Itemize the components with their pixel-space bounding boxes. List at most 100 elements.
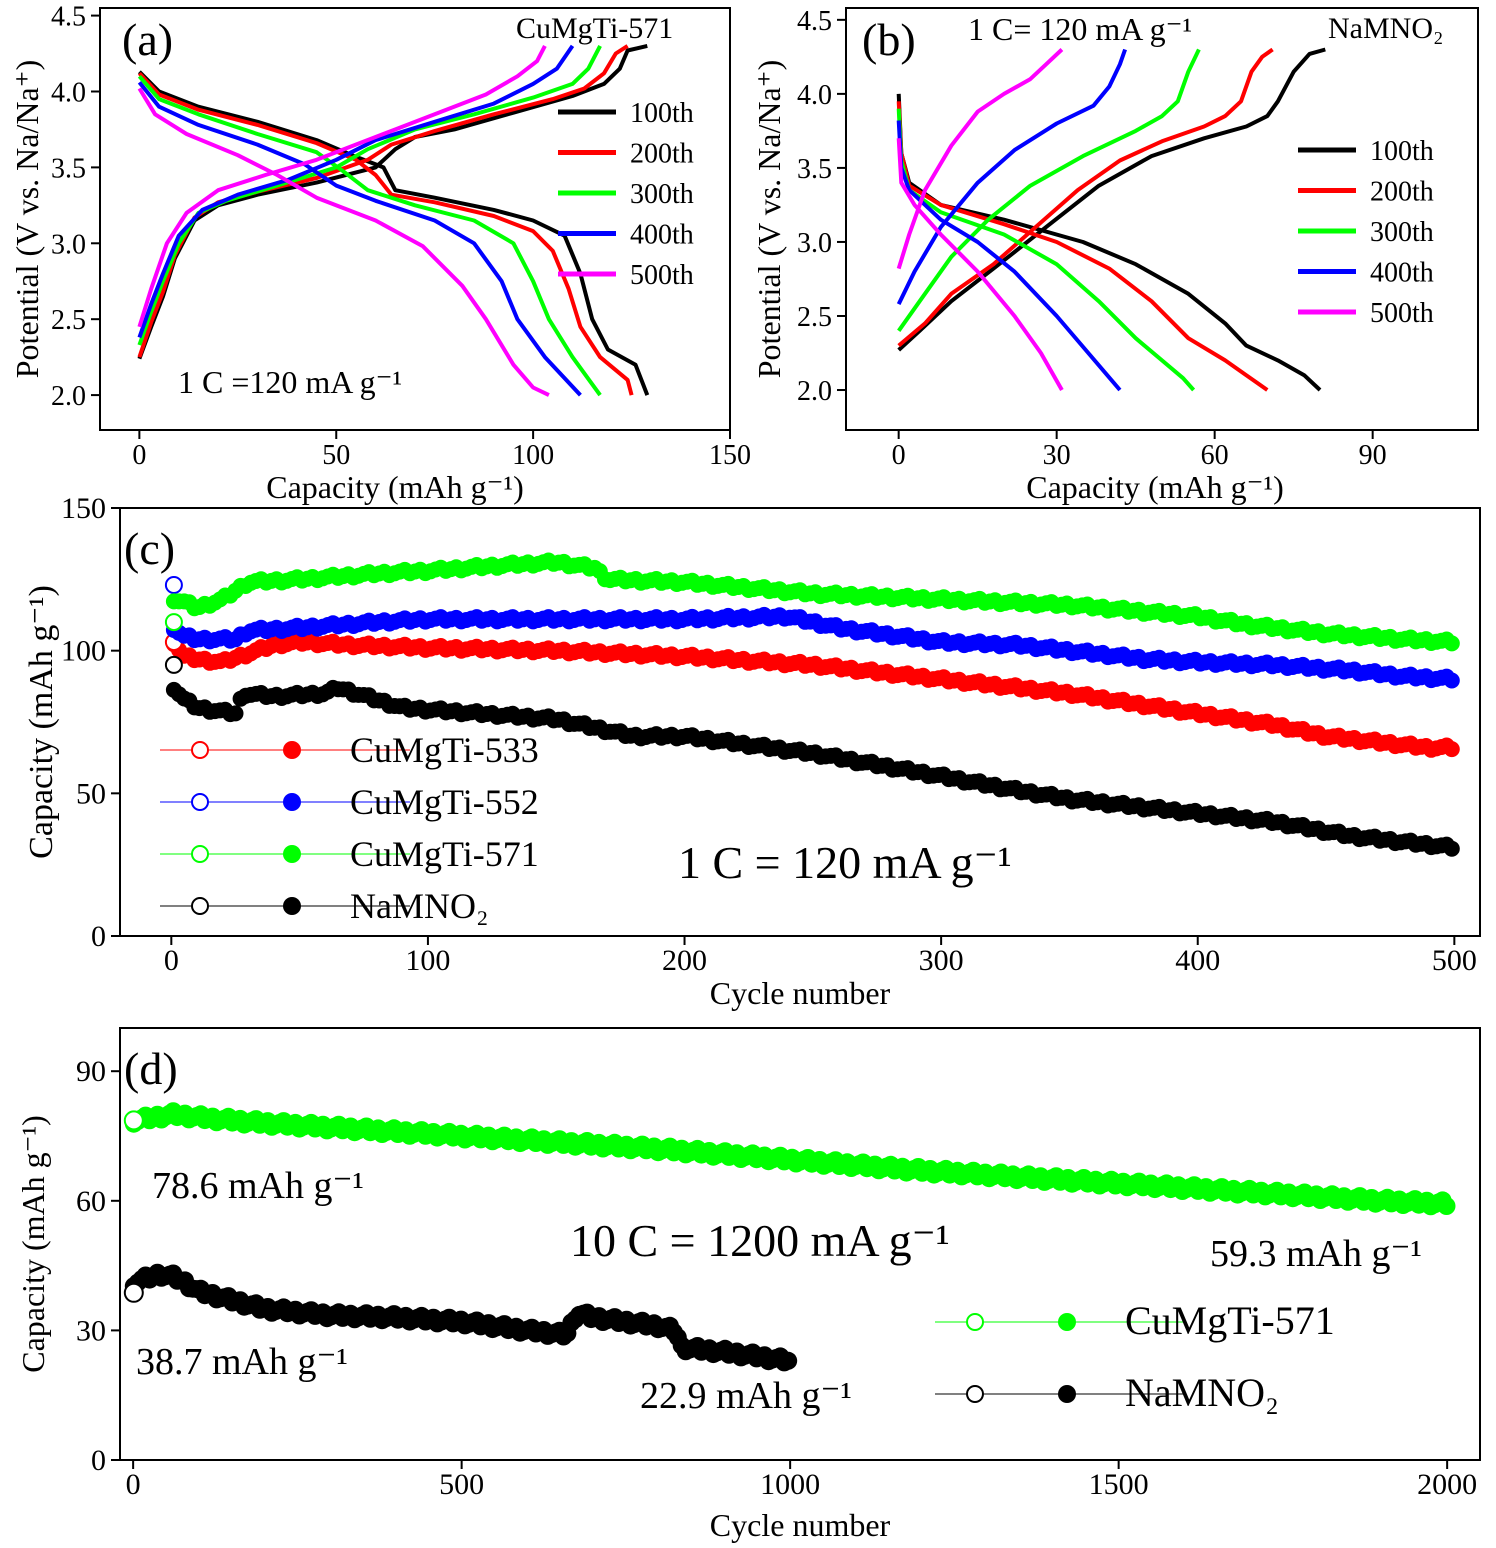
panel-a-series [137,43,650,397]
panel-b-x-axis-title: Capacity (mAh g⁻¹) [1026,469,1284,505]
panel-b-legend: 100th 200th 300th 400th 500th [1298,136,1434,329]
panel-d-series [123,1102,1456,1372]
panel-c-legend-label-CuMgTi-552: CuMgTi-552 [350,782,539,822]
panel-d-first-cycle-marker [123,1110,144,1131]
panel-d-x-axis-title: Cycle number [710,1507,891,1543]
panel-b-series [896,47,1326,392]
panel-d-annotation-end-571: 59.3 mAh g⁻¹ [1210,1233,1422,1275]
panel-b-plot-frame [845,7,1479,431]
panel-d-legend-label-NaMNO₂: NaMNO₂ [1125,1370,1279,1415]
panel-a-charge-curve-200th [137,44,629,358]
panel-b-charge-curve-100th [897,47,1326,352]
panel-a-annotation-rate: 1 C =120 mA g⁻¹ [178,364,402,400]
panel-d-series-CuMgTi-571 [123,1102,1456,1216]
panel-a-y-tick-label: 2.5 [51,305,86,336]
panel-b-potential-profiles: 0 30 60 90 2.0 2.5 3.0 3.5 4.0 4.5 100th 200th 300t… [751,6,1479,505]
panel-b-charge-curve-500th [896,48,1064,270]
panel-b-discharge-curve-400th [896,120,1122,392]
panel-c-legend-filled-marker-NaMNO₂ [283,897,301,915]
panel-d-plot-frame [119,1027,1481,1461]
panel-c-x-tick-label: 500 [1432,944,1477,977]
panel-b-discharge-curve-500th [896,138,1064,391]
panel-b-title: NaMNO₂ [1328,12,1443,45]
panel-b-x-tick-label: 90 [1359,440,1387,471]
panel-b-charge-curve-200th [897,47,1274,348]
panel-d-y-tick-label: 90 [76,1055,106,1088]
panel-d-x-tick-label: 0 [126,1468,141,1501]
panel-d-x-tick-label: 1500 [1089,1468,1149,1501]
panel-b-x-tick-label: 30 [1043,440,1071,471]
panel-c-data-point [1443,635,1460,652]
panel-c-y-tick-label: 100 [61,635,106,668]
panel-b-x-tick-label: 60 [1201,440,1229,471]
panel-b-legend-label-500th: 500th [1370,298,1434,329]
panel-d-cycling-10C: 0 500 1000 1500 2000 0 30 60 90 CuMgTi-571 NaMNO₂… [15,1027,1481,1543]
panel-c-y-axis-title: Capacity (mAh g⁻¹) [23,585,60,859]
panel-b-legend-label-200th: 200th [1370,177,1434,208]
panel-c-series-CuMgTi-552 [164,576,1460,689]
panel-c-legend-filled-marker-CuMgTi-533 [283,741,301,759]
panel-b-discharge-curve-300th [896,108,1196,392]
panel-b-legend-label-300th: 300th [1370,217,1434,248]
panel-a-y-tick-label: 3.0 [51,229,86,260]
panel-d-first-cycle-marker [123,1282,144,1303]
panel-a-discharge-curve-500th [137,87,550,397]
panel-b-y-tick-label: 4.5 [797,6,832,37]
panel-a-legend-label-100th: 100th [630,98,694,129]
panel-b-y-tick-label: 2.0 [797,376,832,407]
panel-c-series-NaMNO₂ [164,655,1460,857]
panel-a-ticks: 0 50 100 150 2.0 2.5 3.0 3.5 4.0 4.5 [51,2,751,471]
panel-c-series [164,552,1460,857]
panel-c-legend-open-marker-CuMgTi-571 [191,845,209,863]
panel-c-ticks: 0 100 200 300 400 500 0 50 100 150 [61,492,1477,977]
panel-c-legend-label-CuMgTi-571: CuMgTi-571 [350,834,539,874]
panel-a-discharge-curve-400th [137,81,582,397]
panel-d-annotation-start-namno2: 38.7 mAh g⁻¹ [136,1341,348,1383]
panel-a-charge-curve-500th [137,44,547,328]
panel-d-x-tick-label: 1000 [760,1468,820,1501]
panel-a-x-tick-label: 100 [512,440,554,471]
panel-c-x-axis-title: Cycle number [710,975,891,1011]
panel-c-x-tick-label: 100 [405,944,450,977]
panel-d-annotation-end-namno2: 22.9 mAh g⁻¹ [640,1375,852,1417]
panel-c-y-tick-label: 150 [61,492,106,525]
panel-c-x-tick-label: 400 [1175,944,1220,977]
panel-c-annotation-rate: 1 C = 120 mA g⁻¹ [678,837,1012,888]
panel-b-legend-label-400th: 400th [1370,258,1434,289]
panel-b-y-tick-label: 4.0 [797,80,832,111]
panel-d-legend-open-marker-NaMNO₂ [966,1385,984,1403]
panel-a-x-axis-title: Capacity (mAh g⁻¹) [266,469,524,505]
panel-d-legend-label-CuMgTi-571: CuMgTi-571 [1125,1298,1335,1343]
panel-b-discharge-curve-100th [896,93,1322,392]
panel-d-annotation-start-571: 78.6 mAh g⁻¹ [152,1165,364,1207]
panel-c-x-tick-label: 300 [919,944,964,977]
panel-b-legend-label-100th: 100th [1370,136,1434,167]
panel-a-title: CuMgTi-571 [516,12,673,45]
panel-a-y-tick-label: 2.0 [51,381,86,412]
panel-c-x-tick-label: 0 [164,944,179,977]
panel-a-legend-label-500th: 500th [630,260,694,291]
panel-b-x-tick-label: 0 [892,440,906,471]
panel-b-y-tick-label: 3.5 [797,154,832,185]
panel-a-x-tick-label: 0 [132,440,146,471]
panel-b-y-axis-title: Potential (V vs. Na/Na⁺) [751,60,787,378]
panel-c-y-tick-label: 0 [91,920,106,953]
panel-d-y-tick-label: 0 [91,1444,106,1477]
panel-b-y-tick-label: 3.0 [797,228,832,259]
panel-d-legend: CuMgTi-571 NaMNO₂ [935,1298,1335,1415]
panel-b-y-tick-label: 2.5 [797,302,832,333]
panel-a-label: (a) [122,14,173,65]
panel-c-legend-label-NaMNO₂: NaMNO₂ [350,886,489,926]
panel-d-legend-filled-marker-NaMNO₂ [1058,1385,1076,1403]
panel-c-legend-label-CuMgTi-533: CuMgTi-533 [350,730,539,770]
panel-a-y-tick-label: 3.5 [51,153,86,184]
panel-a-legend-label-300th: 300th [630,179,694,210]
panel-c-plot-frame [119,507,1481,937]
panel-c-first-cycle-marker [164,655,183,674]
panel-d-label: (d) [124,1043,178,1094]
panel-c-label: (c) [124,523,175,574]
panel-a-potential-profiles: 0 50 100 150 2.0 2.5 3.0 3.5 4.0 4.5 100th 200th 30… [9,2,751,505]
panel-a-plot-frame [99,7,731,431]
